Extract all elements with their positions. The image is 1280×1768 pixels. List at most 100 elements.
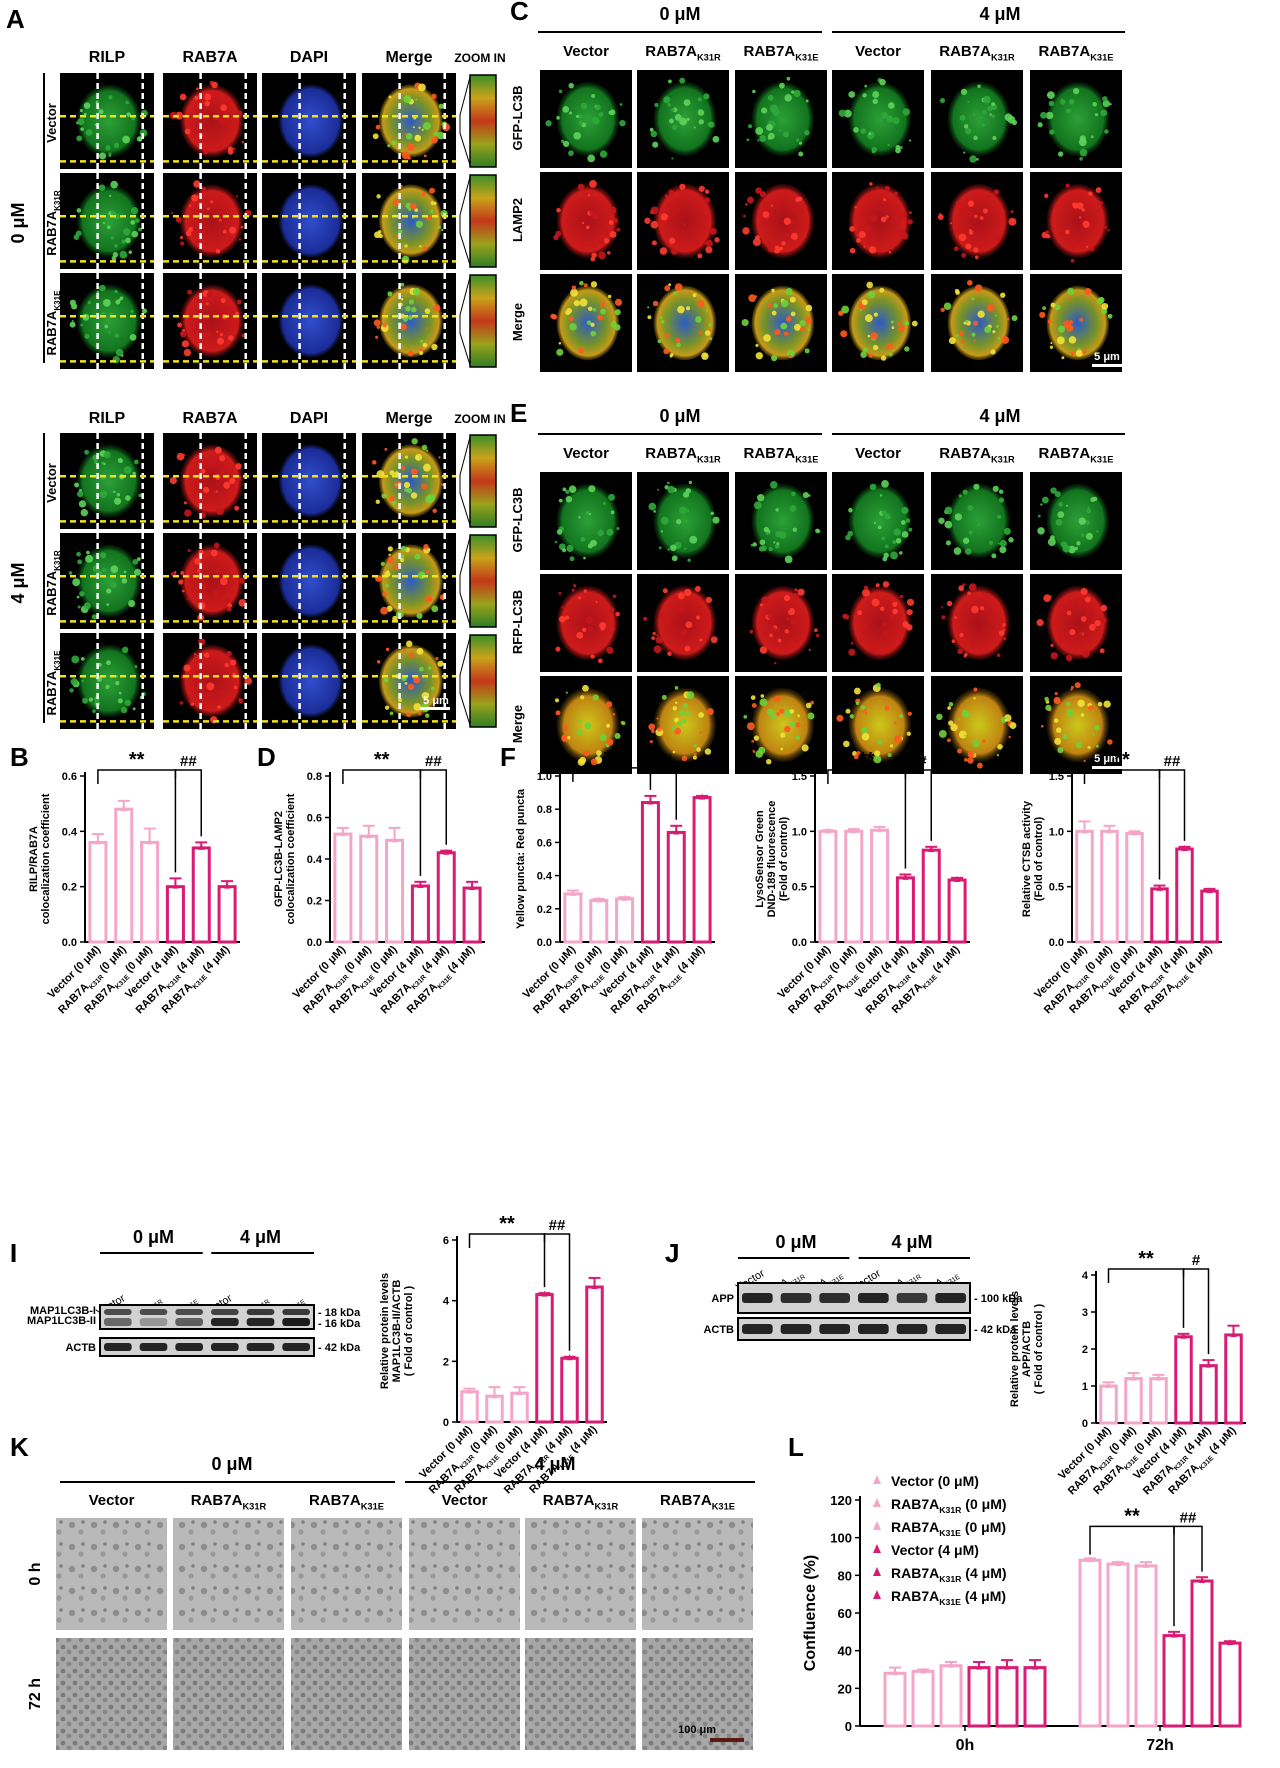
puncta xyxy=(967,200,975,207)
puncta xyxy=(104,324,109,329)
puncta xyxy=(219,145,223,148)
brightfield-image xyxy=(407,1636,522,1752)
puncta xyxy=(414,553,421,560)
micrograph-green xyxy=(540,472,632,570)
puncta xyxy=(881,510,887,516)
puncta xyxy=(794,588,797,591)
puncta xyxy=(558,89,563,94)
puncta xyxy=(117,698,123,704)
puncta xyxy=(760,545,767,552)
puncta xyxy=(991,114,995,118)
conc-label: 0 μM xyxy=(211,1454,252,1474)
puncta xyxy=(685,488,691,494)
puncta xyxy=(973,483,980,490)
puncta xyxy=(902,108,910,116)
puncta xyxy=(598,629,601,632)
y-tick-label: 0.4 xyxy=(307,854,323,866)
significance-bracket xyxy=(1107,1268,1185,1328)
brightfield-image xyxy=(289,1636,404,1752)
puncta xyxy=(783,594,791,602)
cell xyxy=(76,284,141,358)
band xyxy=(896,1324,928,1334)
puncta xyxy=(425,570,430,574)
bar xyxy=(1023,1666,1047,1728)
puncta xyxy=(590,330,597,337)
puncta xyxy=(1055,518,1063,526)
micrograph-blue xyxy=(262,433,356,529)
puncta xyxy=(405,640,413,648)
puncta xyxy=(437,660,444,667)
cell xyxy=(76,544,141,618)
puncta xyxy=(404,488,408,493)
puncta xyxy=(904,321,910,326)
puncta xyxy=(755,127,764,135)
band xyxy=(246,1343,275,1351)
bar xyxy=(995,1666,1019,1728)
puncta xyxy=(861,732,870,741)
puncta xyxy=(989,616,996,623)
cell xyxy=(76,444,141,518)
puncta xyxy=(441,228,444,232)
puncta xyxy=(184,128,191,135)
puncta xyxy=(882,556,888,562)
puncta xyxy=(693,126,696,129)
puncta xyxy=(888,251,892,254)
puncta xyxy=(898,551,903,555)
puncta xyxy=(578,120,584,125)
puncta xyxy=(580,695,585,700)
significance-bracket xyxy=(1173,1525,1203,1572)
puncta xyxy=(589,236,593,240)
puncta xyxy=(771,310,777,316)
puncta xyxy=(183,664,191,672)
puncta xyxy=(673,291,677,295)
puncta xyxy=(872,344,879,351)
col-header: Vector xyxy=(855,43,901,60)
puncta xyxy=(68,571,73,575)
puncta xyxy=(970,642,975,648)
puncta xyxy=(592,694,599,701)
y-axis-label: (Fold of control) xyxy=(1033,817,1045,902)
y-tick-label: 0.2 xyxy=(307,896,322,908)
puncta xyxy=(1085,611,1091,617)
puncta xyxy=(836,714,844,722)
puncta xyxy=(655,636,663,644)
puncta xyxy=(565,496,573,503)
puncta xyxy=(1085,520,1090,525)
puncta xyxy=(407,315,413,320)
puncta xyxy=(1008,217,1017,226)
bar xyxy=(818,829,838,944)
puncta xyxy=(971,332,976,337)
puncta xyxy=(78,500,87,508)
cell xyxy=(278,644,343,718)
puncta xyxy=(661,694,667,700)
puncta xyxy=(650,220,659,229)
puncta xyxy=(388,95,392,99)
micrograph-red xyxy=(1030,574,1122,672)
data-point xyxy=(1032,1663,1038,1670)
cell xyxy=(848,483,912,559)
col-header: DAPI xyxy=(290,410,328,427)
puncta xyxy=(756,493,765,502)
puncta xyxy=(796,138,800,142)
puncta xyxy=(204,93,212,101)
bar xyxy=(462,886,482,944)
puncta xyxy=(797,588,805,596)
label-base: Vector xyxy=(563,445,609,462)
puncta xyxy=(1010,210,1014,214)
puncta xyxy=(573,131,582,140)
kda-marker: - 42 kDa xyxy=(974,1324,1017,1336)
puncta xyxy=(376,194,381,199)
cell xyxy=(848,183,912,259)
significance-bracket xyxy=(1182,1268,1210,1355)
puncta xyxy=(414,134,422,142)
puncta xyxy=(610,510,615,515)
puncta xyxy=(238,598,247,607)
data-point xyxy=(224,882,231,889)
puncta xyxy=(94,123,97,126)
puncta xyxy=(401,466,406,471)
micrograph-red xyxy=(735,574,827,672)
puncta xyxy=(887,143,890,147)
band xyxy=(780,1293,812,1303)
puncta xyxy=(426,693,430,696)
data-point xyxy=(1227,1639,1233,1646)
